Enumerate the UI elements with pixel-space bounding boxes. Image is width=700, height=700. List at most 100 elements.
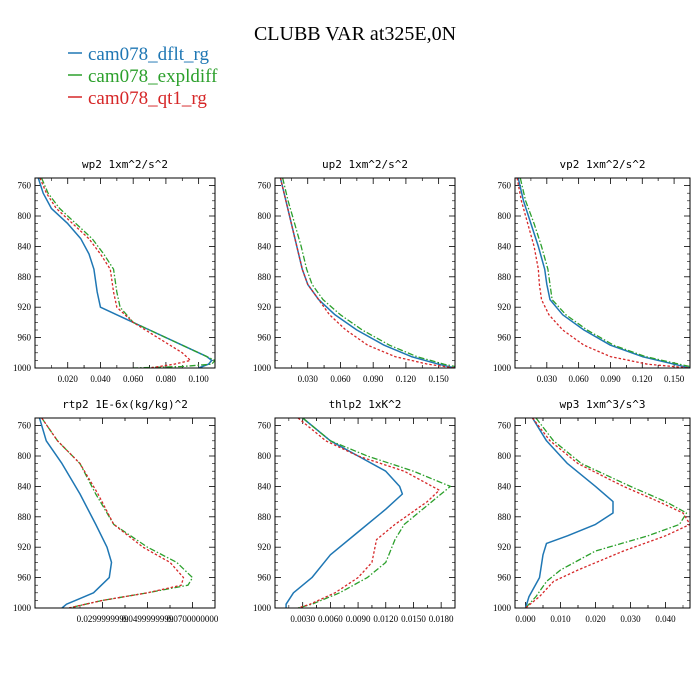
plot-frame: [274, 177, 456, 369]
y-tick-label: 840: [18, 481, 32, 491]
y-tick-label: 1000: [253, 603, 272, 613]
x-tick-label: 0.000: [515, 614, 536, 624]
y-tick-label: 800: [258, 451, 272, 461]
x-tick-label: 0.150: [429, 374, 450, 384]
y-tick-label: 920: [18, 302, 32, 312]
series-line: [279, 178, 455, 368]
figure-title: CLUBB VAR at325E,0N: [254, 23, 456, 45]
y-tick-label: 960: [498, 573, 512, 583]
series-line: [41, 418, 185, 608]
x-tick-label: 0.030: [298, 374, 319, 384]
panel-title: vp2 1xm^2/s^2: [559, 158, 645, 171]
x-tick-label: 0.0150: [401, 614, 426, 624]
plot-frame: [514, 177, 691, 369]
y-tick-label: 880: [498, 272, 512, 282]
series-line: [297, 418, 440, 608]
x-tick-label: 0.0060: [318, 614, 343, 624]
plot-frame: [34, 177, 216, 369]
y-tick-label: 800: [18, 451, 32, 461]
x-tick-label: 0.010: [550, 614, 571, 624]
x-tick-label: 0.060: [569, 374, 590, 384]
x-tick-label: 0.0180: [429, 614, 454, 624]
y-tick-label: 880: [18, 272, 32, 282]
plot-frame: [34, 417, 216, 609]
y-tick-label: 800: [18, 211, 32, 221]
chart-panel: wp2 1xm^2/s^2 760 800 840 880 920 960 1000 0.020…: [13, 158, 216, 384]
y-tick-label: 840: [498, 481, 512, 491]
y-tick-label: 880: [258, 272, 272, 282]
y-tick-label: 840: [498, 241, 512, 251]
x-tick-label: 0.100: [189, 374, 210, 384]
y-tick-label: 1000: [493, 603, 512, 613]
series-line: [516, 178, 690, 368]
y-tick-label: 840: [258, 241, 272, 251]
x-tick-label: 0.090: [363, 374, 384, 384]
x-tick-label: 0.0120: [373, 614, 398, 624]
series-group: [279, 178, 455, 368]
series-group: [524, 418, 690, 608]
series-line: [525, 418, 688, 608]
y-tick-label: 760: [258, 421, 272, 431]
x-tick-label: 0.040: [90, 374, 111, 384]
y-tick-label: 920: [498, 302, 512, 312]
panel-title: rtp2 1E-6x(kg/kg)^2: [62, 398, 188, 411]
chart-panel: rtp2 1E-6x(kg/kg)^2 760 800 840 880 920 960 100…: [13, 398, 219, 624]
y-tick-label: 1000: [493, 363, 512, 373]
y-tick-label: 800: [498, 211, 512, 221]
y-tick-label: 840: [258, 481, 272, 491]
y-tick-label: 960: [258, 573, 272, 583]
series-line: [297, 418, 452, 608]
x-tick-label: 0.0299999999: [77, 614, 129, 624]
x-tick-label: 0.030: [537, 374, 558, 384]
series-line: [519, 178, 690, 368]
legend-entry: cam078_expldiff: [88, 66, 218, 87]
x-tick-label: 0.090: [600, 374, 621, 384]
series-line: [524, 418, 614, 608]
x-tick-label: 0.060: [123, 374, 144, 384]
y-tick-label: 880: [18, 512, 32, 522]
y-tick-label: 960: [18, 573, 32, 583]
legend: cam078_dflt_rgcam078_expldiffcam078_qt1_…: [68, 44, 218, 109]
y-tick-label: 920: [258, 302, 272, 312]
series-line: [41, 418, 194, 608]
y-tick-label: 880: [498, 512, 512, 522]
chart-panel: vp2 1xm^2/s^2 760 800 840 880 920 960 1000 0.030…: [493, 158, 691, 384]
x-tick-label: 0.120: [632, 374, 653, 384]
chart-panel: wp3 1xm^3/s^3 760 800 840 880 920 960 10000.000…: [493, 398, 691, 624]
y-tick-label: 960: [258, 333, 272, 343]
y-tick-label: 1000: [13, 603, 32, 613]
series-line: [282, 178, 455, 368]
y-tick-label: 840: [18, 241, 32, 251]
x-tick-label: 0.120: [396, 374, 417, 384]
y-tick-label: 960: [18, 333, 32, 343]
x-tick-label: 0.0700000000: [167, 614, 219, 624]
y-tick-label: 1000: [13, 363, 32, 373]
series-line: [37, 178, 213, 368]
y-tick-label: 800: [498, 451, 512, 461]
series-line: [39, 178, 192, 368]
series-line: [38, 418, 113, 608]
y-tick-label: 760: [18, 181, 32, 191]
series-line: [279, 178, 455, 368]
y-tick-label: 920: [18, 542, 32, 552]
series-group: [38, 418, 194, 608]
y-tick-label: 760: [498, 181, 512, 191]
x-tick-label: 0.150: [664, 374, 685, 384]
x-tick-label: 0.0499999999: [122, 614, 174, 624]
x-tick-label: 0.080: [156, 374, 177, 384]
plot-frame: [514, 417, 691, 609]
series-group: [516, 178, 690, 368]
y-tick-label: 960: [498, 333, 512, 343]
series-line: [285, 418, 404, 608]
y-tick-label: 880: [258, 512, 272, 522]
series-line: [517, 178, 690, 368]
panel-title: thlp2 1xK^2: [329, 398, 402, 411]
y-tick-label: 760: [18, 421, 32, 431]
x-tick-label: 0.0090: [346, 614, 371, 624]
y-tick-label: 920: [258, 542, 272, 552]
panel-title: up2 1xm^2/s^2: [322, 158, 408, 171]
x-tick-label: 0.020: [58, 374, 79, 384]
y-tick-label: 760: [258, 181, 272, 191]
legend-entry: cam078_qt1_rg: [88, 88, 207, 109]
